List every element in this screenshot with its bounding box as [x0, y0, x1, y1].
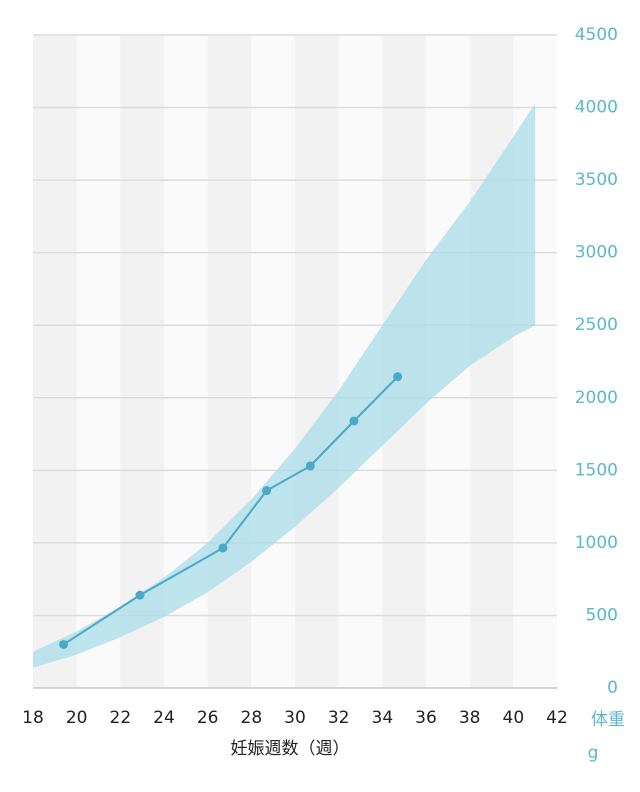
- data-point: [305, 461, 315, 471]
- x-axis-label: 妊娠週数（週）: [231, 739, 350, 759]
- data-point: [262, 486, 272, 496]
- y-tick-label: 0: [607, 678, 618, 698]
- x-tick-label: 24: [153, 708, 175, 728]
- y-tick-label: 4500: [575, 25, 618, 45]
- x-tick-label: 28: [241, 708, 263, 728]
- y-tick-label: 4000: [575, 98, 618, 118]
- data-point: [59, 639, 69, 649]
- reference-band: [33, 103, 536, 668]
- y-tick-label: 1000: [575, 533, 618, 553]
- background-stripe: [76, 35, 121, 688]
- data-point: [218, 543, 228, 553]
- x-tick-label: 38: [459, 708, 481, 728]
- x-tick-label: 30: [284, 708, 306, 728]
- background-stripe: [207, 35, 252, 688]
- x-tick-label: 26: [197, 708, 219, 728]
- x-tick-label: 36: [415, 708, 437, 728]
- data-point: [393, 372, 403, 382]
- y-tick-label: 2000: [575, 388, 618, 408]
- x-tick-label: 34: [372, 708, 394, 728]
- background-stripe: [469, 35, 514, 688]
- x-tick-label: 20: [66, 708, 88, 728]
- y-axis-unit: g: [588, 743, 599, 763]
- x-tick-label: 18: [22, 708, 44, 728]
- x-tick-label: 22: [110, 708, 132, 728]
- background-stripe: [120, 35, 164, 688]
- x-tick-label: 40: [503, 708, 525, 728]
- y-tick-label: 2500: [575, 315, 618, 335]
- y-tick-label: 3500: [575, 170, 618, 190]
- background-stripe: [295, 35, 339, 688]
- y-axis-label: 体重: [591, 710, 625, 730]
- y-tick-label: 3000: [575, 243, 618, 263]
- x-tick-label: 32: [328, 708, 350, 728]
- background-stripe: [33, 35, 77, 688]
- y-tick-label: 500: [586, 605, 618, 625]
- y-tick-label: 1500: [575, 460, 618, 480]
- data-point: [135, 590, 145, 600]
- x-tick-label: 42: [546, 708, 568, 728]
- background-stripe: [251, 35, 295, 688]
- data-point: [349, 416, 359, 426]
